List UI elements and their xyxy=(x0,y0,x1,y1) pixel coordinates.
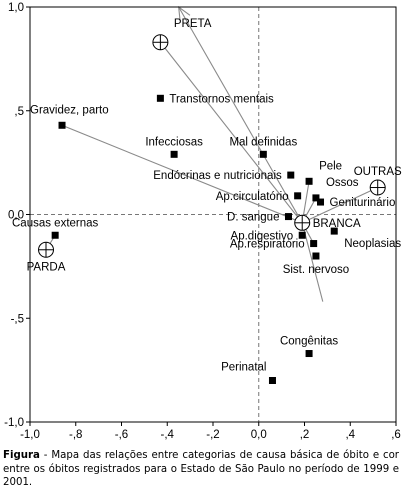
color-point-marker xyxy=(294,214,311,231)
cause-point-marker xyxy=(284,213,292,221)
cause-point-label: Endócrinas e nutricionais xyxy=(153,170,282,182)
cause-point-label: Ap.digestivo xyxy=(231,230,294,242)
cause-point-marker xyxy=(51,231,59,239)
cause-point-marker xyxy=(268,377,276,384)
caption-label: Figura xyxy=(3,450,40,461)
cause-point-marker xyxy=(305,350,313,358)
x-tick-label: -,2 xyxy=(206,429,219,440)
color-point-marker xyxy=(38,241,55,258)
y-tick-label: -,5 xyxy=(11,313,24,325)
y-tick-label: 0,0 xyxy=(8,210,24,222)
color-point-label: BRANCA xyxy=(313,218,361,230)
connector-line xyxy=(301,187,378,224)
chart-layer-ticks: -1,0 -,8 -,6 -,4 -,2 0,0 ,2 ,4 ,6 1,0 ,5 0,0 -,5 -1,0 xyxy=(4,2,401,440)
chart-layer-labels: Gravidez, parto Transtornos mentais Infecc… xyxy=(12,18,402,374)
x-tick-label: ,2 xyxy=(300,429,310,440)
y-tick-label: -1,0 xyxy=(4,417,24,429)
x-tick-label: 0,0 xyxy=(251,429,267,440)
cause-point-marker xyxy=(310,240,318,248)
cause-point-label: D. sangue xyxy=(227,212,279,224)
y-tick-label: ,5 xyxy=(14,106,24,118)
cause-point-label: Ossos xyxy=(326,177,359,189)
cause-point-label: Ap.respiratório xyxy=(230,239,305,251)
cause-point-label: Pele xyxy=(319,160,342,172)
cause-point-label: Congênitas xyxy=(280,336,338,348)
figure-caption: Figura - Mapa das relações entre categor… xyxy=(3,449,399,490)
cause-point-marker xyxy=(259,150,267,158)
cause-point-label: Mal definidas xyxy=(229,136,297,148)
cause-point-marker xyxy=(312,252,320,260)
color-point-marker xyxy=(369,179,386,196)
color-point-label: PRETA xyxy=(174,18,212,30)
cause-point-label: Ap.circulatório xyxy=(216,191,289,203)
cause-point-marker xyxy=(58,121,66,129)
cause-point-marker xyxy=(170,150,178,158)
cause-point-label: Neoplasias xyxy=(344,238,401,250)
connector-line xyxy=(159,41,303,224)
x-tick-label: ,4 xyxy=(345,429,355,440)
color-point-marker xyxy=(152,34,169,51)
cause-point-label: Infecciosas xyxy=(145,136,203,148)
x-tick-label: ,6 xyxy=(391,429,401,440)
cause-point-marker xyxy=(305,177,313,185)
caption-text: - Mapa das relações entre categorias de … xyxy=(3,450,399,488)
x-tick-label: -,8 xyxy=(69,429,82,440)
cause-point-marker xyxy=(312,194,320,202)
x-tick-label: -,6 xyxy=(115,429,128,440)
x-tick-label: -,4 xyxy=(161,429,175,440)
chart-layer-points xyxy=(38,34,386,384)
chart-layer-vectors xyxy=(45,5,378,302)
cause-point-label: Causas externas xyxy=(12,217,99,229)
cause-point-label: Perinatal xyxy=(221,362,266,374)
cause-point-marker xyxy=(317,198,325,206)
connector-line xyxy=(178,6,303,224)
cause-point-label: Geniturinário xyxy=(330,197,396,209)
cause-point-label: Sist. nervoso xyxy=(283,264,349,276)
color-point-label: PARDA xyxy=(27,261,66,273)
cause-point-label: Gravidez, parto xyxy=(30,104,109,116)
correspondence-map-chart: Gravidez, parto Transtornos mentais Infecc… xyxy=(4,2,402,440)
cause-point-marker xyxy=(298,231,306,239)
cause-point-marker xyxy=(287,171,295,179)
connector-line xyxy=(61,124,303,224)
cause-point-label: Transtornos mentais xyxy=(169,93,274,105)
cause-point-marker xyxy=(294,192,302,200)
y-tick-label: 1,0 xyxy=(8,2,24,14)
cause-point-marker xyxy=(330,227,338,235)
x-tick-label: -1,0 xyxy=(20,429,40,440)
chart-layer-refs xyxy=(30,7,396,422)
cause-point-marker xyxy=(156,94,164,102)
color-point-label: OUTRAS xyxy=(354,166,402,178)
